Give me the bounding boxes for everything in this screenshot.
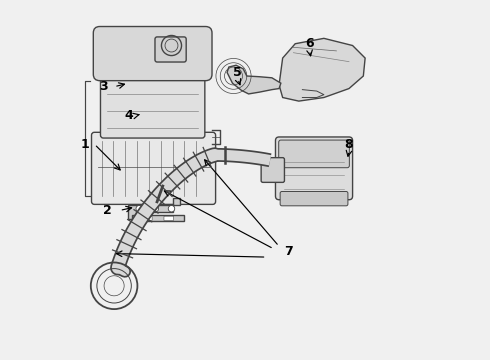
FancyBboxPatch shape	[92, 132, 216, 204]
Text: 4: 4	[124, 109, 133, 122]
FancyBboxPatch shape	[164, 216, 173, 221]
Text: 7: 7	[284, 245, 293, 258]
Polygon shape	[279, 39, 365, 101]
FancyBboxPatch shape	[261, 158, 285, 183]
FancyBboxPatch shape	[143, 216, 152, 221]
Polygon shape	[227, 65, 281, 94]
Text: 8: 8	[344, 138, 353, 150]
Circle shape	[168, 206, 175, 212]
Polygon shape	[132, 215, 184, 221]
Text: 3: 3	[99, 80, 108, 93]
FancyBboxPatch shape	[275, 137, 353, 200]
FancyBboxPatch shape	[279, 140, 349, 168]
Text: 5: 5	[233, 66, 242, 79]
Polygon shape	[128, 198, 180, 220]
Text: 6: 6	[305, 37, 314, 50]
Circle shape	[152, 206, 159, 212]
Text: 1: 1	[81, 138, 90, 150]
FancyBboxPatch shape	[93, 27, 212, 81]
FancyBboxPatch shape	[155, 37, 186, 62]
Text: 2: 2	[102, 204, 111, 217]
FancyBboxPatch shape	[280, 192, 348, 206]
Circle shape	[136, 206, 143, 212]
FancyBboxPatch shape	[100, 69, 205, 138]
